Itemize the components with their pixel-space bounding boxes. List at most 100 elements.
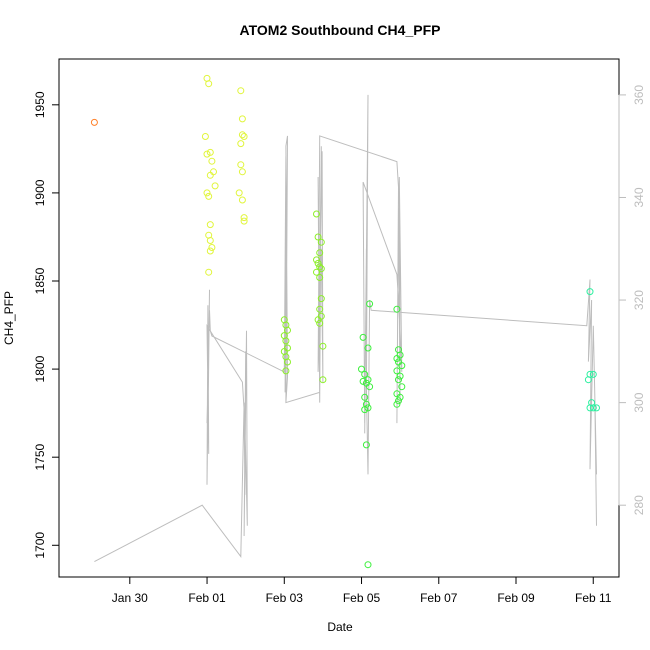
data-point (206, 237, 214, 244)
y-tick-label: 1950 (33, 91, 47, 118)
data-point (359, 333, 367, 341)
data-point (203, 189, 211, 197)
data-point (284, 358, 291, 366)
x-axis-label: Date (327, 620, 353, 634)
data-point (284, 326, 291, 334)
secondary-series-line (94, 94, 597, 563)
data-point (314, 233, 322, 241)
data-point (593, 404, 600, 412)
data-point (398, 362, 406, 370)
data-point (237, 161, 245, 169)
data-point (319, 376, 327, 384)
y-tick-label: 1750 (33, 444, 47, 471)
x-axis: Jan 30 Feb 01 Feb 03 Feb 05 Feb 07 Feb 09 Feb … (112, 576, 612, 605)
data-point (237, 87, 245, 95)
y-tick-label: 1800 (33, 355, 47, 382)
data-point (205, 268, 213, 276)
data-point (206, 171, 214, 179)
secondary-tick-label: 280 (632, 495, 646, 515)
data-point (393, 367, 401, 375)
data-point (238, 196, 246, 204)
y-axis: 1700 1750 1800 1850 1900 1950 (33, 91, 60, 559)
x-tick-label: Feb 01 (188, 591, 226, 605)
x-tick-label: Feb 05 (343, 591, 381, 605)
data-point (206, 221, 214, 229)
x-tick-label: Feb 03 (266, 591, 304, 605)
data-point (317, 238, 325, 246)
data-point (364, 561, 372, 569)
secondary-y-axis: 280 300 320 340 360 (618, 85, 646, 515)
data-point (393, 305, 401, 313)
y-tick-label: 1850 (33, 267, 47, 294)
data-point (393, 400, 401, 408)
data-point (361, 406, 369, 414)
data-point (366, 383, 374, 391)
data-point (313, 210, 320, 218)
data-point (90, 118, 98, 126)
data-point (319, 342, 327, 350)
secondary-tick-label: 320 (632, 290, 646, 310)
data-point (364, 344, 372, 352)
data-point (313, 256, 320, 264)
data-point (359, 377, 367, 385)
data-point (201, 133, 209, 140)
data-point (238, 168, 246, 176)
data-point (313, 268, 320, 276)
data-point (589, 370, 597, 378)
data-point (361, 393, 369, 401)
y-axis-label: CH4_PFP (2, 291, 16, 345)
data-point (362, 441, 370, 449)
secondary-tick-label: 340 (632, 187, 646, 207)
data-point (396, 393, 404, 401)
data-point (238, 131, 246, 139)
data-point (282, 337, 290, 345)
data-point (395, 397, 402, 405)
data-point (314, 316, 322, 324)
data-point (395, 376, 402, 384)
data-point (316, 305, 324, 313)
data-point (314, 259, 322, 267)
data-point (393, 355, 401, 362)
data-point (316, 274, 324, 281)
y-tick-label: 1900 (33, 179, 47, 206)
data-point (317, 265, 325, 273)
data-point (364, 404, 372, 412)
chart-title: ATOM2 Southbound CH4_PFP (240, 22, 441, 38)
x-tick-label: Feb 11 (575, 591, 612, 605)
data-point (205, 192, 213, 200)
data-point (240, 133, 248, 140)
data-point (240, 217, 248, 225)
data-point (282, 367, 290, 375)
data-point (395, 358, 402, 366)
data-point (203, 150, 211, 158)
data-point (208, 157, 216, 165)
data-point (586, 288, 594, 296)
data-point (364, 376, 372, 384)
data-point (237, 140, 245, 148)
data-point (317, 295, 325, 303)
data-point (208, 244, 216, 251)
data-point (206, 148, 214, 156)
data-point (361, 370, 369, 378)
data-point (366, 300, 374, 308)
data-point (211, 182, 219, 190)
secondary-line (94, 94, 597, 563)
data-point (206, 247, 214, 255)
data-point (316, 249, 324, 257)
data-point (589, 404, 597, 412)
secondary-tick-label: 300 (632, 392, 646, 412)
data-point (240, 214, 248, 222)
data-point (396, 372, 404, 380)
x-tick-label: Jan 30 (112, 591, 148, 605)
data-point (358, 365, 365, 373)
data-point (584, 376, 592, 384)
data-point (398, 383, 406, 391)
plot-frame (58, 58, 620, 578)
y-tick-label: 1700 (33, 532, 47, 559)
data-point (316, 263, 324, 271)
x-tick-label: Feb 09 (497, 591, 535, 605)
x-tick-label: Feb 07 (420, 591, 458, 605)
data-point (316, 319, 324, 327)
data-points (90, 74, 600, 569)
